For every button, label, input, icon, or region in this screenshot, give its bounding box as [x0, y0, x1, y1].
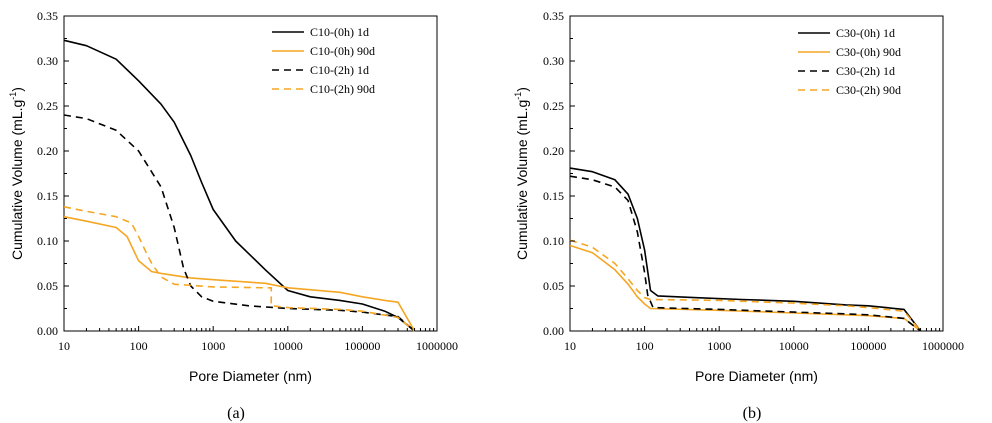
series-line-1 — [63, 39, 416, 332]
legend-label: C10-(0h) 90d — [310, 44, 375, 58]
x-tick-label: 10000 — [273, 339, 303, 353]
x-tick-label: 1000000 — [416, 339, 458, 353]
x-axis-title: Pore Diameter (nm) — [695, 368, 818, 384]
legend-label: C10-(2h) 90d — [310, 82, 375, 96]
x-axis-title: Pore Diameter (nm) — [189, 368, 312, 384]
series-line-4 — [569, 239, 922, 332]
legend: C10-(0h) 1d C10-(0h) 90d C10-(2h) 1d C10-(2… — [272, 25, 375, 96]
series-line-2 — [569, 244, 922, 332]
x-tick-label: 100000 — [850, 339, 886, 353]
y-tick-label: 0.25 — [37, 99, 58, 113]
series-layer — [569, 167, 922, 332]
series-layer — [63, 39, 416, 332]
y-tick-label: 0.00 — [37, 324, 58, 338]
series-line-2 — [63, 215, 416, 332]
x-tick-label: 10 — [58, 339, 70, 353]
legend-label: C10-(2h) 1d — [310, 63, 369, 77]
y-tick-label: 0.35 — [543, 9, 564, 23]
x-tick-label: 10 — [564, 339, 576, 353]
x-tick-label: 100 — [130, 339, 148, 353]
y-axis-title: Cumulative Volume (mL.g-1) — [513, 87, 530, 260]
legend-label: C30-(0h) 1d — [836, 26, 895, 40]
y-tick-label: 0.10 — [543, 234, 564, 248]
x-tick-label: 10000 — [779, 339, 809, 353]
legend-label: C30-(2h) 1d — [836, 64, 895, 78]
tick-layer: 10 100 1000 10000 100000 1000000 0.00 0.05 0.10 0… — [543, 9, 964, 353]
x-tick-label: 1000 — [201, 339, 225, 353]
series-line-4 — [63, 206, 416, 332]
y-tick-label: 0.20 — [37, 144, 58, 158]
legend-label: C30-(2h) 90d — [836, 83, 901, 97]
series-line-3 — [63, 114, 416, 332]
chart-panel-a: 10 100 1000 10000 100000 1000000 0.00 0.05 0.10 0… — [8, 9, 458, 422]
y-tick-label: 0.10 — [37, 234, 58, 248]
y-axis-title-tail: ) — [514, 87, 530, 92]
tick-layer: 10 100 1000 10000 100000 1000000 0.00 0.05 0.10 0… — [37, 9, 458, 353]
y-axis-title-main: Cumulative Volume (mL.g — [514, 100, 530, 260]
y-axis-title-sup: -1 — [513, 92, 523, 100]
x-tick-label: 100000 — [344, 339, 380, 353]
chart-panel-b: 10 100 1000 10000 100000 1000000 0.00 0.05 0.10 0… — [513, 9, 964, 422]
x-tick-label: 1000 — [707, 339, 731, 353]
y-tick-label: 0.05 — [37, 279, 58, 293]
legend-label: C10-(0h) 1d — [310, 25, 369, 39]
panel-caption: (a) — [227, 405, 245, 422]
y-tick-label: 0.15 — [37, 189, 58, 203]
y-axis-title-main: Cumulative Volume (mL.g — [9, 100, 25, 260]
series-line-1 — [569, 167, 922, 332]
y-tick-label: 0.30 — [543, 54, 564, 68]
legend-label: C30-(0h) 90d — [836, 45, 901, 59]
y-tick-label: 0.35 — [37, 9, 58, 23]
y-axis-title-sup: -1 — [8, 92, 18, 100]
y-tick-label: 0.25 — [543, 99, 564, 113]
panel-caption: (b) — [743, 405, 762, 422]
y-tick-label: 0.30 — [37, 54, 58, 68]
x-tick-label: 100 — [636, 339, 654, 353]
y-axis-title-tail: ) — [9, 87, 25, 92]
series-line-3 — [569, 175, 922, 332]
x-tick-label: 1000000 — [922, 339, 964, 353]
y-tick-label: 0.15 — [543, 189, 564, 203]
y-tick-label: 0.20 — [543, 144, 564, 158]
y-tick-label: 0.00 — [543, 324, 564, 338]
legend: C30-(0h) 1d C30-(0h) 90d C30-(2h) 1d C30-(2… — [798, 26, 901, 97]
y-axis-title: Cumulative Volume (mL.g-1) — [8, 87, 25, 260]
y-tick-label: 0.05 — [543, 279, 564, 293]
